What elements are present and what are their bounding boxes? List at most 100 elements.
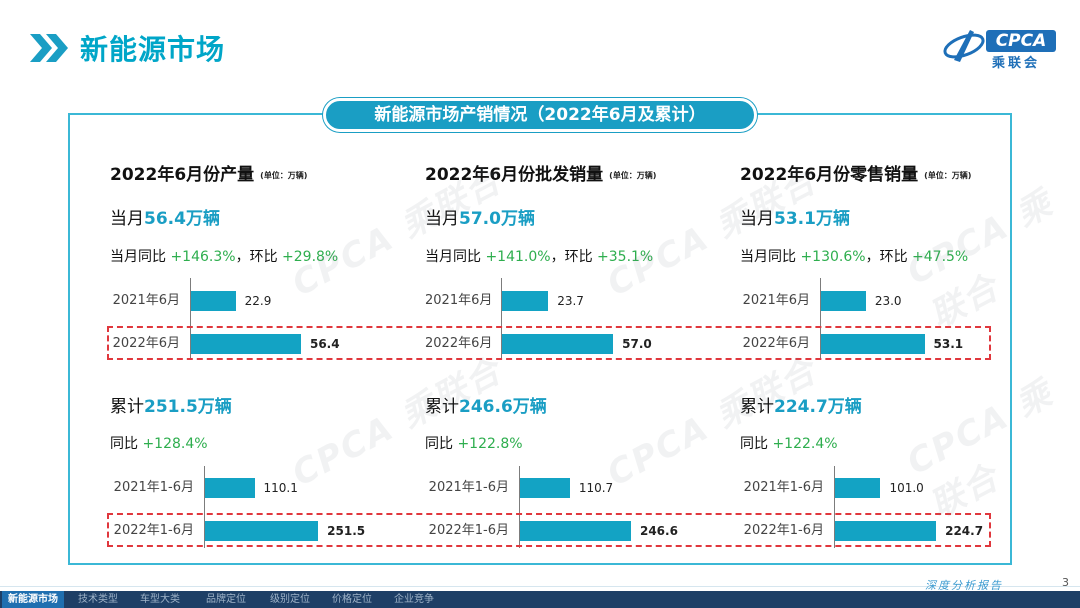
- yoy-label: 当月同比: [110, 249, 171, 265]
- highlight-box-month: [107, 326, 991, 360]
- brand-mark: CPCA: [986, 30, 1056, 52]
- panel-title: 2022年6月份零售销量 (单位：万辆): [740, 160, 971, 185]
- bar-value: 53.1: [933, 337, 964, 351]
- cumulative-value: 224.7万辆: [774, 397, 862, 417]
- bar-value: 57.0: [622, 337, 652, 351]
- month-axis-line: [190, 278, 191, 360]
- page-title: 新能源市场: [80, 33, 226, 66]
- bar-label: 2022年1-6月: [113, 523, 194, 538]
- section-banner: 新能源市场产销情况（2022年6月及累计）: [323, 98, 757, 132]
- month-prefix: 当月: [425, 209, 459, 229]
- month-value: 53.1万辆: [774, 209, 850, 229]
- footer-nav-bar: [0, 591, 1080, 608]
- cumulative-axis-line: [834, 466, 835, 548]
- bar-label: 2022年1-6月: [743, 523, 824, 538]
- mom-label: ，环比: [550, 249, 598, 265]
- bar: [191, 334, 301, 354]
- bar-label: 2021年1-6月: [743, 480, 824, 495]
- bar: [520, 521, 631, 541]
- bar-row: 2021年1-6月 101.0: [740, 477, 1040, 499]
- metric-panel: 2022年6月份产量 (单位：万辆) 当月56.4万辆当月同比 +146.3%，环比…: [110, 160, 410, 560]
- cumulative-value: 246.6万辆: [459, 397, 547, 417]
- bar-row: 2021年6月 22.9: [110, 290, 410, 312]
- bar: [821, 291, 866, 311]
- cumulative-axis-line: [204, 466, 205, 548]
- yoy-value: +146.3%: [170, 249, 236, 265]
- footer-nav-item[interactable]: 车型大类: [140, 594, 180, 605]
- bar-value: 224.7: [945, 524, 984, 538]
- bar-label: 2021年6月: [425, 293, 493, 308]
- chevron-double-icon: [30, 34, 68, 62]
- footer-nav-item[interactable]: 级别定位: [270, 594, 310, 605]
- brand-subtitle: 乘联会: [992, 56, 1041, 71]
- month-value: 56.4万辆: [144, 209, 220, 229]
- yoy-label: 当月同比: [740, 249, 801, 265]
- month-headline: 当月57.0万辆: [425, 204, 535, 229]
- unit-label: (单位：万辆): [924, 170, 972, 180]
- month-axis-line: [820, 278, 821, 360]
- highlight-box-cumulative: [107, 513, 991, 547]
- bar: [205, 478, 255, 498]
- bar: [502, 334, 614, 354]
- bar-label: 2021年1-6月: [113, 480, 194, 495]
- month-value: 57.0万辆: [459, 209, 535, 229]
- bar-label: 2022年6月: [425, 336, 493, 351]
- month-prefix: 当月: [740, 209, 774, 229]
- cumulative-prefix: 累计: [110, 397, 144, 417]
- bar-row: 2021年1-6月 110.7: [425, 477, 725, 499]
- footer-nav-item[interactable]: 企业竞争: [394, 594, 434, 605]
- yoy-label: 同比: [425, 436, 458, 452]
- bar-row: 2022年6月 53.1: [740, 333, 1040, 355]
- bar-value: 246.6: [639, 524, 678, 538]
- bar-row: 2022年1-6月 251.5: [110, 520, 410, 542]
- bar: [502, 291, 549, 311]
- yoy-label: 同比: [740, 436, 773, 452]
- cumulative-headline: 累计246.6万辆: [425, 392, 547, 417]
- bar: [191, 291, 236, 311]
- cumulative-growth: 同比 +122.8%: [425, 433, 523, 453]
- bar: [520, 478, 570, 498]
- month-headline: 当月53.1万辆: [740, 204, 850, 229]
- metric-panel: 2022年6月份零售销量 (单位：万辆) 当月53.1万辆 当月同比 +130.6%，…: [740, 160, 1040, 560]
- bar-label: 2021年6月: [742, 293, 810, 308]
- footer-report-label: 深度分析报告: [925, 579, 1003, 592]
- yoy-value: +141.0%: [485, 249, 551, 265]
- bar-value: 251.5: [327, 524, 366, 538]
- bar-row: 2021年1-6月 110.1: [110, 477, 410, 499]
- cumulative-headline: 累计251.5万辆: [110, 392, 232, 417]
- footer-nav-item[interactable]: 技术类型: [78, 594, 118, 605]
- panel-title: 2022年6月份产量 (单位：万辆): [110, 160, 307, 185]
- mom-label: ，环比: [235, 249, 283, 265]
- panel-title: 2022年6月份批发销量 (单位：万辆): [425, 160, 656, 185]
- bar-row: 2021年6月 23.0: [740, 290, 1040, 312]
- bar-label: 2022年6月: [742, 336, 810, 351]
- bar-value: 23.7: [557, 294, 584, 308]
- bar-row: 2021年6月 23.7: [425, 290, 725, 312]
- panel-title-text: 2022年6月份产量: [110, 165, 255, 185]
- footer-rule: [0, 586, 1080, 587]
- cumulative-growth: 同比 +128.4%: [110, 433, 208, 453]
- footer-nav-item[interactable]: 品牌定位: [206, 594, 246, 605]
- month-growth: 当月同比 +146.3%，环比 +29.8%: [110, 246, 338, 266]
- footer-nav-item[interactable]: 新能源市场: [2, 591, 64, 608]
- mom-value: +35.1%: [597, 249, 654, 265]
- panel-title-text: 2022年6月份批发销量: [425, 165, 604, 185]
- cumulative-axis-line: [519, 466, 520, 548]
- bar-row: 2022年6月 57.0: [425, 333, 725, 355]
- unit-label: (单位：万辆): [609, 170, 657, 180]
- bar-value: 56.4: [309, 337, 340, 351]
- month-axis-line: [501, 278, 502, 360]
- page-number: 3: [1062, 576, 1069, 589]
- mom-value: +29.8%: [282, 249, 339, 265]
- bar-label: 2021年1-6月: [428, 480, 509, 495]
- footer-nav-item[interactable]: 价格定位: [332, 594, 372, 605]
- yoy-value: +122.4%: [772, 436, 838, 452]
- cpca-logo-icon: [943, 30, 985, 62]
- cumulative-value: 251.5万辆: [144, 397, 232, 417]
- cumulative-prefix: 累计: [740, 397, 774, 417]
- cumulative-headline: 累计224.7万辆: [740, 392, 862, 417]
- yoy-value: +130.6%: [800, 249, 866, 265]
- mom-label: ，环比: [865, 249, 913, 265]
- yoy-value: +128.4%: [142, 436, 208, 452]
- month-headline: 当月56.4万辆: [110, 204, 220, 229]
